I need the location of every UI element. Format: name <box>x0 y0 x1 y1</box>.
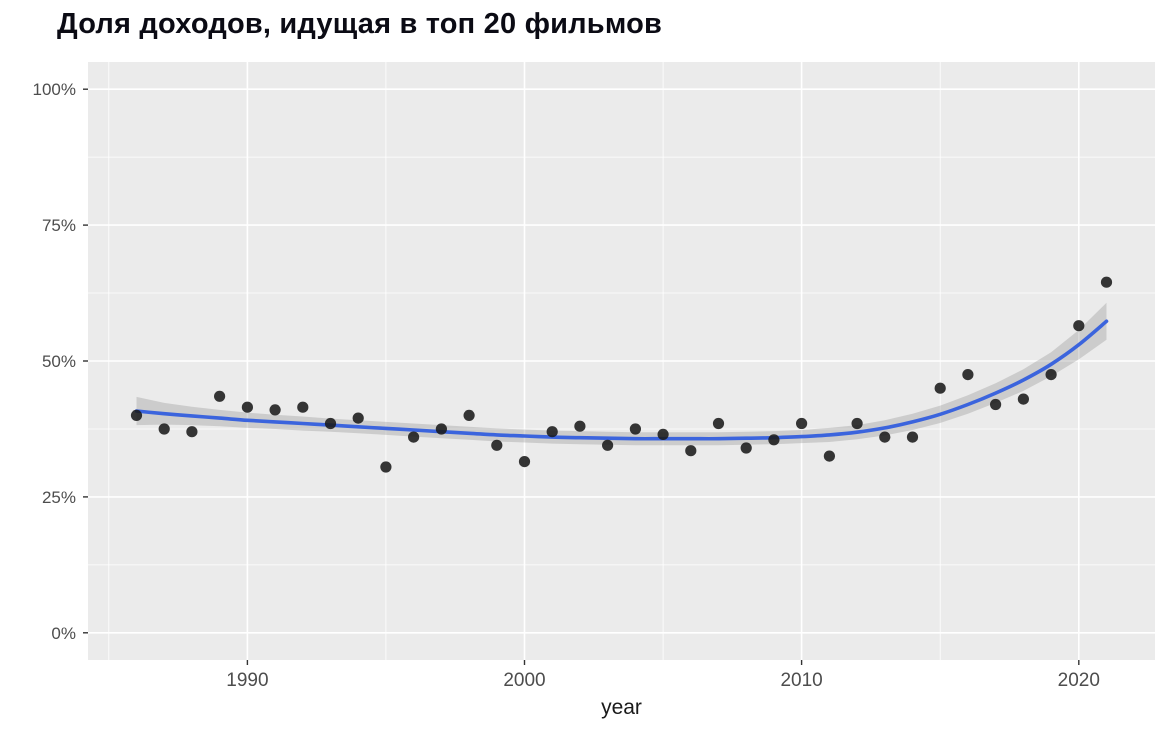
data-point <box>906 431 919 443</box>
data-point <box>380 461 392 473</box>
x-tick-label: 2010 <box>780 670 822 691</box>
y-tick-label: 25% <box>42 488 76 507</box>
data-point <box>712 417 725 430</box>
data-point <box>629 423 642 435</box>
x-tick-label: 1990 <box>226 670 268 691</box>
data-point <box>186 426 198 438</box>
points-layer <box>130 276 1113 473</box>
x-axis-label: year <box>601 696 642 719</box>
data-point <box>574 420 586 432</box>
chart-title: Доля доходов, идущая в топ 20 фильмов <box>57 8 663 40</box>
data-point <box>602 439 614 451</box>
data-point <box>158 423 170 435</box>
data-point <box>491 439 503 451</box>
data-point <box>297 401 309 413</box>
data-point <box>962 369 974 381</box>
data-point <box>879 431 891 443</box>
data-point <box>546 426 558 438</box>
data-point <box>1073 320 1085 332</box>
grid-major <box>88 62 1155 660</box>
x-tick-label: 2000 <box>503 670 545 691</box>
y-tick-label: 0% <box>51 624 76 643</box>
axes: 1990 2000 2010 2020 0% 25% 50% 75% 100% <box>33 80 1100 691</box>
data-point <box>657 428 669 440</box>
data-point <box>130 409 143 421</box>
data-point <box>685 445 697 457</box>
trend-line <box>134 319 1109 441</box>
x-tick-label: 2020 <box>1058 670 1100 691</box>
data-point <box>768 434 780 446</box>
data-point <box>463 409 475 421</box>
data-point <box>990 398 1002 411</box>
data-point <box>851 417 863 430</box>
data-point <box>435 423 447 435</box>
data-point <box>408 431 420 443</box>
data-point <box>1100 276 1113 288</box>
data-point <box>214 390 226 402</box>
data-point <box>269 404 281 416</box>
data-point <box>740 442 752 454</box>
data-point <box>324 417 337 430</box>
y-tick-label: 75% <box>42 216 76 235</box>
y-tick-label: 50% <box>42 352 76 371</box>
data-point <box>796 417 808 430</box>
y-tick-label: 100% <box>33 80 76 99</box>
data-point <box>1045 369 1057 381</box>
data-point <box>241 401 253 413</box>
data-point <box>934 382 946 394</box>
data-point <box>352 412 364 424</box>
data-point <box>1017 393 1029 405</box>
data-point <box>518 456 531 468</box>
data-point <box>823 450 836 462</box>
